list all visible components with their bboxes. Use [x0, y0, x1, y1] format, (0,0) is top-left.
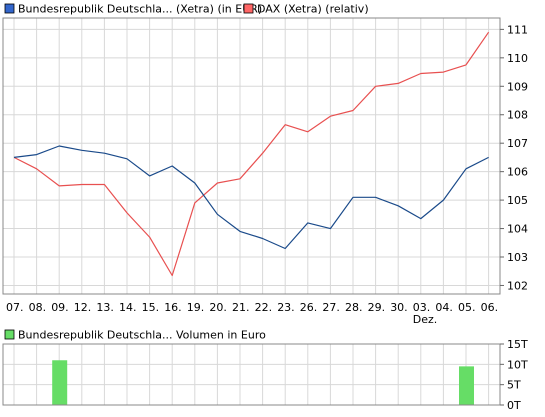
- series-line-bund: [13, 145, 489, 250]
- volume-bars: [52, 360, 474, 405]
- legend-label-dax: DAX (Xetra) (relativ): [257, 3, 369, 16]
- x-tick-label: 07.: [6, 301, 24, 314]
- main-grid: [3, 18, 500, 294]
- x-tick-label: 21.: [232, 301, 250, 314]
- legend-swatch-dax: [243, 3, 254, 14]
- x-tick-label: 19.: [187, 301, 205, 314]
- y-tick-label: 110: [507, 52, 528, 65]
- x-tick-label: 20.: [209, 301, 227, 314]
- volume-y-axis: 0T 5T 10T 15T: [500, 338, 528, 412]
- series-line-dax: [13, 31, 490, 277]
- x-tick-label: 16.: [164, 301, 182, 314]
- y-tick-label: 107: [507, 137, 528, 150]
- x-tick-label: 27.: [322, 301, 340, 314]
- y-tick-label: 111: [507, 23, 528, 36]
- legend-label-volume: Bundesrepublik Deutschla... Volumen in E…: [18, 329, 266, 342]
- x-tick-label: 28.: [345, 301, 363, 314]
- x-tick-label: 23.: [277, 301, 295, 314]
- x-tick-label: 26.: [300, 301, 318, 314]
- volume-y-tick-label: 15T: [507, 338, 528, 351]
- main-x-axis: 07. 08. 09. 12. 13. 14. 15. 16. 19. 20. 21. 22. 23. 2…: [6, 301, 498, 326]
- volume-y-tick-label: 0T: [507, 399, 521, 412]
- legend-swatch-volume: [4, 329, 15, 340]
- y-tick-label: 109: [507, 80, 528, 93]
- volume-bar: [459, 366, 474, 405]
- x-tick-label: 12.: [74, 301, 92, 314]
- x-month-label: Dez.: [413, 313, 438, 326]
- y-tick-label: 104: [507, 223, 528, 236]
- main-plot-frame: [2, 17, 501, 295]
- x-tick-label: 04.: [435, 301, 453, 314]
- volume-bar: [52, 360, 68, 405]
- x-tick-label: 05.: [458, 301, 476, 314]
- x-tick-label: 14.: [119, 301, 137, 314]
- y-tick-label: 105: [507, 194, 528, 207]
- volume-y-tick-label: 10T: [507, 358, 528, 371]
- x-tick-label: 08.: [29, 301, 46, 314]
- y-tick-label: 103: [507, 251, 528, 264]
- x-tick-label: 30.: [390, 301, 408, 314]
- main-y-axis: 102 103 104 105 106 107 108 109 110 111: [500, 23, 528, 292]
- x-tick-label: 13.: [96, 301, 114, 314]
- x-tick-label: 22.: [255, 301, 273, 314]
- volume-plot-frame: [2, 343, 501, 406]
- y-tick-label: 106: [507, 166, 528, 179]
- volume-legend: Bundesrepublik Deutschla... Volumen in E…: [4, 329, 266, 342]
- x-tick-label: 29.: [368, 301, 386, 314]
- y-tick-label: 108: [507, 109, 528, 122]
- legend-label-bund: Bundesrepublik Deutschla... (Xetra) (in …: [18, 3, 262, 16]
- x-tick-label: 06.: [481, 301, 499, 314]
- x-tick-label: 09.: [51, 301, 68, 314]
- main-series: [13, 31, 490, 277]
- x-tick-label: 15.: [142, 301, 160, 314]
- volume-grid: [3, 343, 500, 406]
- main-legend: Bundesrepublik Deutschla... (Xetra) (in …: [4, 3, 369, 16]
- volume-y-tick-label: 5T: [507, 379, 521, 392]
- legend-swatch-bund: [4, 3, 15, 14]
- y-tick-label: 102: [507, 279, 528, 292]
- x-tick-label: 03.: [413, 301, 431, 314]
